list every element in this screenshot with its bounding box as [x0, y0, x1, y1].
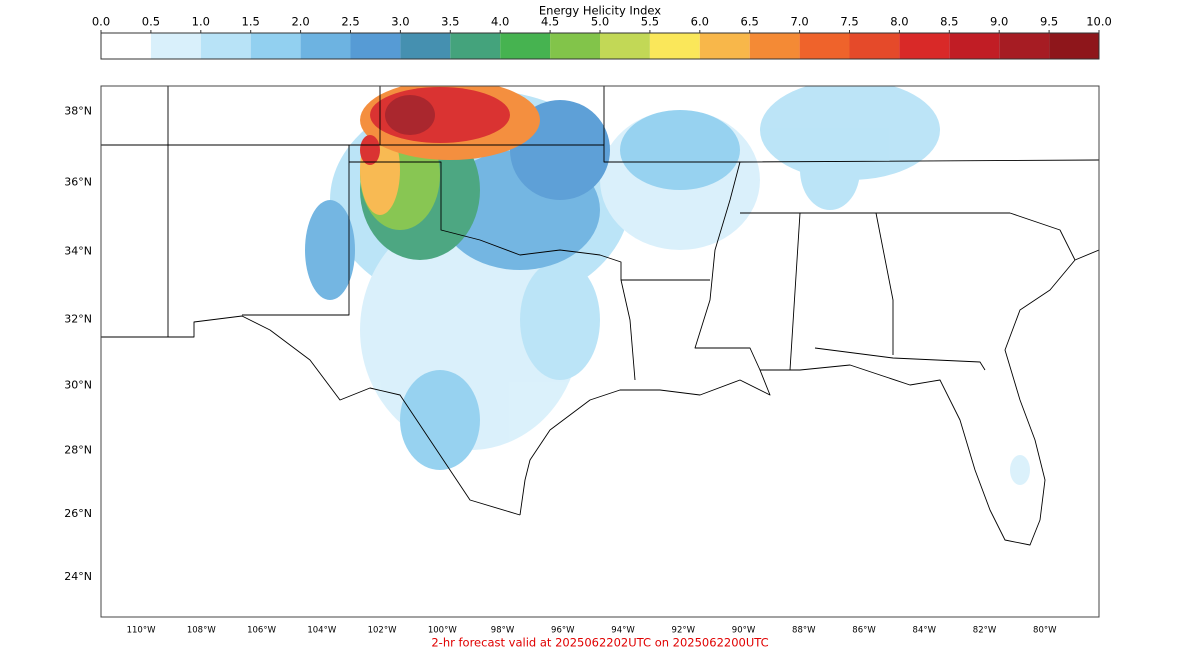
lon-label: 88°W [792, 626, 816, 636]
lon-label: 86°W [852, 626, 876, 636]
lat-label: 34°N [64, 245, 92, 258]
lon-label: 106°W [247, 626, 276, 636]
lon-label: 84°W [913, 626, 937, 636]
colorbar-tick-label: 2.5 [341, 15, 359, 29]
colorbar-tick-label: 4.5 [541, 15, 559, 29]
colorbar-segment [500, 33, 551, 59]
lon-label: 104°W [307, 626, 336, 636]
colorbar-segment [400, 33, 451, 59]
colorbar-tick-label: 8.5 [940, 15, 958, 29]
colorbar-tick-label: 9.5 [1040, 15, 1058, 29]
colorbar-segment [150, 33, 201, 59]
colorbar-tick-label: 6.0 [691, 15, 709, 29]
colorbar-segment [250, 33, 301, 59]
colorbar-segment [450, 33, 501, 59]
lat-label: 26°N [64, 507, 92, 520]
colorbar: 0.0 0.5 1.0 1.5 2.0 2.5 3.0 3.5 4.0 4.5 5.0 5.5 6.0 6… [92, 15, 1112, 60]
axis-labels: 38°N 36°N 34°N 32°N 30°N 28°N 26°N 24°N 110°W 108… [64, 104, 1057, 635]
lon-label: 82°W [973, 626, 997, 636]
colorbar-tick-label: 5.0 [591, 15, 609, 29]
map-frame [100, 85, 1100, 618]
lat-label: 32°N [64, 312, 92, 325]
colorbar-segment [749, 33, 800, 59]
colorbar-segment [1049, 33, 1099, 59]
colorbar-tick-label: 6.5 [741, 15, 759, 29]
lon-label: 94°W [611, 626, 635, 636]
colorbar-segment [949, 33, 1000, 59]
colorbar-segment [200, 33, 251, 59]
colorbar-segment [101, 33, 151, 59]
lon-label: 92°W [672, 626, 696, 636]
colorbar-segment [999, 33, 1050, 59]
colorbar-tick-label: 4.0 [491, 15, 509, 29]
lon-label: 100°W [428, 626, 457, 636]
colorbar-tick-label: 3.5 [441, 15, 459, 29]
lon-label: 110°W [127, 626, 156, 636]
colorbar-segment [849, 33, 900, 59]
colorbar-tick-label: 3.0 [391, 15, 409, 29]
colorbar-segment [550, 33, 600, 59]
lat-label: 36°N [64, 175, 92, 188]
colorbar-segment [350, 33, 401, 59]
colorbar-tick-label: 7.0 [790, 15, 808, 29]
colorbar-tick-label: 7.5 [840, 15, 858, 29]
lon-label: 102°W [368, 626, 397, 636]
colorbar-segment [300, 33, 351, 59]
colorbar-tick-label: 0.5 [142, 15, 160, 29]
colorbar-segment [899, 33, 950, 59]
map-field [101, 86, 1099, 546]
colorbar-segment [600, 33, 650, 59]
lat-label: 24°N [64, 570, 92, 583]
colorbar-segment [699, 33, 750, 59]
colorbar-segment [649, 33, 700, 59]
colorbar-tick-label: 1.5 [242, 15, 260, 29]
lon-label: 98°W [491, 626, 515, 636]
colorbar-tick-label: 9.0 [990, 15, 1008, 29]
lon-label: 80°W [1033, 626, 1057, 636]
colorbar-tick-label: 0.0 [92, 15, 110, 29]
colorbar-tick-label: 10.0 [1086, 15, 1112, 29]
lat-label: 38°N [64, 104, 92, 117]
lat-label: 30°N [64, 379, 92, 392]
footer-text: 2-hr forecast valid at 2025062202UTC on … [431, 636, 768, 650]
colorbar-tick-label: 8.0 [890, 15, 908, 29]
lat-label: 28°N [64, 443, 92, 456]
colorbar-tick-label: 2.0 [291, 15, 309, 29]
lon-label: 90°W [732, 626, 756, 636]
colorbar-tick-label: 1.0 [192, 15, 210, 29]
lon-label: 108°W [187, 626, 216, 636]
lon-label: 96°W [551, 626, 575, 636]
colorbar-segment [799, 33, 850, 59]
colorbar-title: Energy Helicity Index [539, 4, 661, 18]
colorbar-tick-label: 5.5 [641, 15, 659, 29]
